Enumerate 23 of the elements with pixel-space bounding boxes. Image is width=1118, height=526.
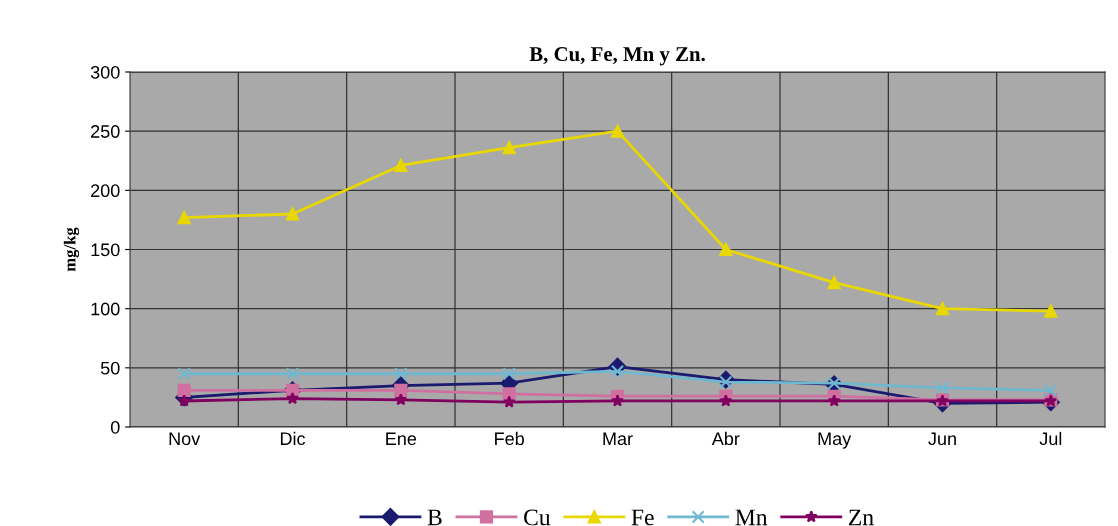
x-tick-label: Mar	[603, 432, 633, 446]
x-tick-label: Nov	[169, 432, 201, 446]
legend-label: Cu	[524, 509, 551, 526]
legend-label: B	[427, 509, 442, 526]
y-tick-label: 50	[100, 361, 120, 375]
chart-title: B, Cu, Fe, Mn y Zn.	[529, 47, 705, 66]
x-tick-label: Jun	[928, 432, 956, 446]
x-tick-label: Jul	[1039, 431, 1062, 446]
legend-label: Mn	[735, 509, 768, 526]
legend-label: Fe	[631, 509, 654, 526]
y-tick-label: 200	[91, 184, 120, 198]
y-axis-title: mg/kg	[63, 227, 80, 272]
y-tick-label: 250	[91, 125, 120, 138]
x-tick-label: Ene	[386, 432, 417, 446]
x-tick-label: May	[818, 432, 852, 449]
y-tick-label: 150	[91, 243, 120, 257]
x-tick-label: Dic	[280, 431, 306, 446]
y-tick-label: 300	[90, 65, 120, 79]
y-tick-label: 100	[91, 302, 120, 316]
legend-label: Zn	[848, 509, 874, 526]
x-tick-label: Abr	[711, 431, 740, 446]
y-tick-label: 0	[110, 420, 120, 434]
x-tick-label: Feb	[495, 431, 524, 446]
